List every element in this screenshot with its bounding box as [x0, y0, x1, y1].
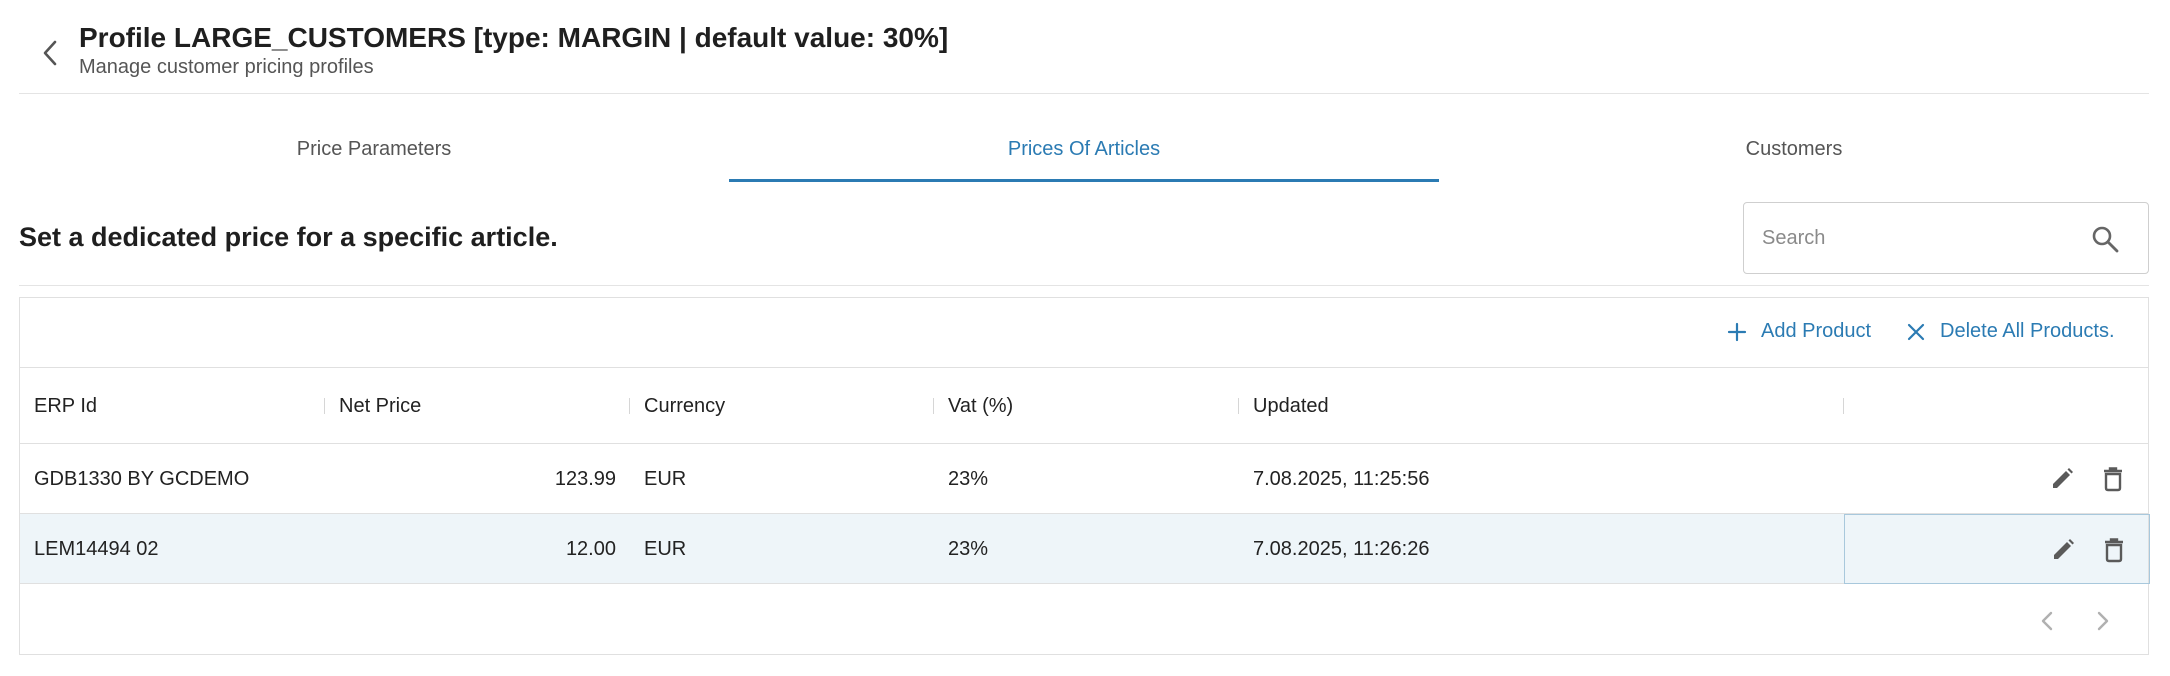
search-icon[interactable] — [2090, 224, 2120, 254]
chevron-left-icon — [43, 40, 57, 66]
tab-price-parameters[interactable]: Price Parameters — [296, 138, 452, 160]
cell-vat: 23% — [948, 467, 989, 490]
close-icon — [1907, 323, 1925, 340]
cell-updated: 7.08.2025, 11:25:56 — [1253, 467, 1430, 490]
delete-all-products-label: Delete All Products. — [1940, 320, 2115, 342]
chevron-left-icon[interactable] — [2034, 607, 2062, 635]
table-row[interactable]: LEM14494 02 12.00 EUR 23% 7.08.2025, 11:… — [20, 514, 2150, 584]
column-header-vat[interactable]: Vat (%) — [934, 368, 1239, 444]
column-divider — [1843, 398, 1844, 414]
table-toolbar: Add Product Delete All Products. — [20, 298, 2148, 368]
table-row[interactable]: GDB1330 BY GCDEMO 123.99 EUR 23% 7.08.20… — [20, 444, 2148, 514]
page-header: Profile LARGE_CUSTOMERS [type: MARGIN | … — [19, 0, 2149, 94]
page-title: Profile LARGE_CUSTOMERS [type: MARGIN | … — [79, 22, 949, 53]
pencil-icon[interactable] — [2049, 536, 2077, 564]
row-actions — [1844, 514, 2150, 584]
cell-net-price: 12.00 — [565, 537, 616, 560]
section-title: Set a dedicated price for a specific art… — [19, 222, 558, 252]
row-actions — [1844, 444, 2150, 514]
plus-icon — [1727, 322, 1747, 341]
back-button[interactable] — [31, 34, 69, 72]
articles-table: Add Product Delete All Products. ERP Id … — [19, 297, 2150, 655]
chevron-right-icon[interactable] — [2088, 607, 2116, 635]
column-header-updated[interactable]: Updated — [1239, 368, 1844, 444]
trash-icon[interactable] — [2099, 465, 2127, 493]
tab-prices-of-articles[interactable]: Prices Of Articles — [729, 124, 1439, 182]
section-divider — [19, 285, 2149, 286]
tab-customers[interactable]: Customers — [1745, 138, 1843, 160]
search-box — [1743, 202, 2149, 274]
table-header: ERP Id Net Price Currency Vat (%) Update… — [20, 368, 2148, 444]
delete-all-products-button[interactable]: Delete All Products. — [1906, 320, 2115, 343]
page-subtitle: Manage customer pricing profiles — [79, 56, 374, 78]
search-input[interactable] — [1762, 203, 2062, 273]
cell-vat: 23% — [948, 537, 989, 560]
cell-updated: 7.08.2025, 11:26:26 — [1253, 537, 1430, 560]
column-header-currency[interactable]: Currency — [630, 368, 934, 444]
column-divider — [629, 398, 630, 414]
add-product-label: Add Product — [1761, 320, 1872, 342]
cell-net-price: 123.99 — [554, 467, 616, 490]
pagination — [2008, 588, 2148, 654]
cell-erp-id: GDB1330 BY GCDEMO — [34, 467, 250, 490]
trash-icon[interactable] — [2100, 536, 2128, 564]
column-header-net-price[interactable]: Net Price — [325, 368, 630, 444]
column-divider — [324, 398, 325, 414]
cell-currency: EUR — [644, 467, 687, 490]
pencil-icon[interactable] — [2048, 465, 2076, 493]
column-divider — [1238, 398, 1239, 414]
tab-bar: Price Parameters Prices Of Articles Cust… — [19, 124, 2149, 182]
cell-erp-id: LEM14494 02 — [34, 537, 159, 560]
column-divider — [933, 398, 934, 414]
column-header-erp-id[interactable]: ERP Id — [20, 368, 325, 444]
cell-currency: EUR — [644, 537, 687, 560]
add-product-button[interactable]: Add Product — [1727, 320, 1871, 343]
